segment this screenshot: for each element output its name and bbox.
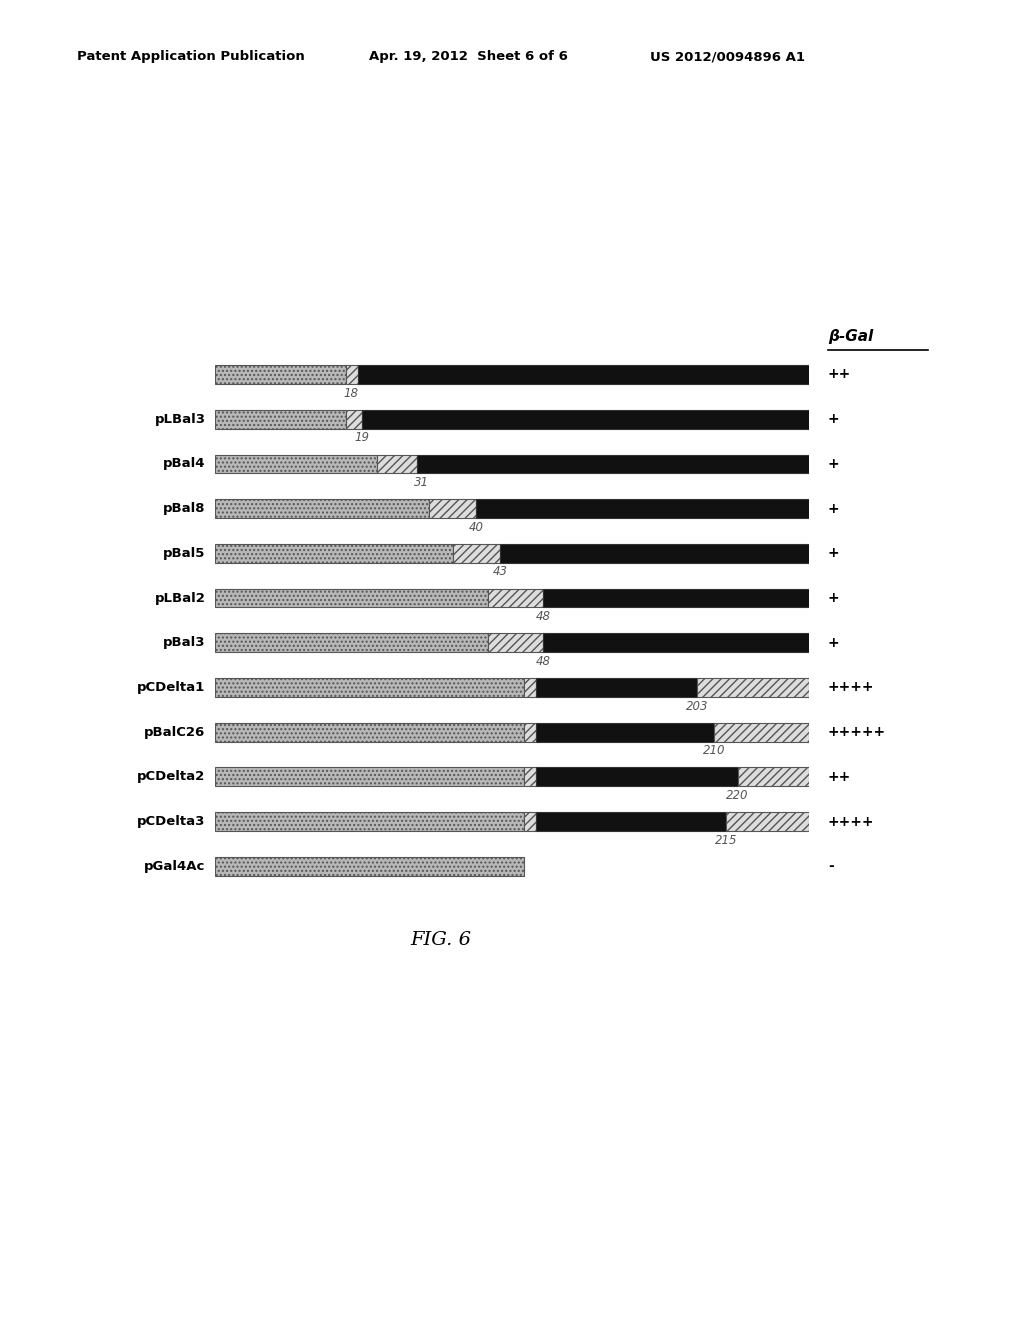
Bar bbox=[377, 454, 417, 474]
Bar bbox=[453, 544, 500, 562]
Bar bbox=[524, 678, 536, 697]
Bar bbox=[215, 767, 524, 787]
Bar bbox=[215, 723, 524, 742]
Text: 220: 220 bbox=[726, 789, 749, 803]
Bar bbox=[500, 544, 809, 562]
Bar bbox=[536, 767, 737, 787]
Text: 31: 31 bbox=[415, 477, 429, 488]
Bar bbox=[215, 589, 488, 607]
Text: pGal4Ac: pGal4Ac bbox=[144, 859, 206, 873]
Text: pBal4: pBal4 bbox=[163, 458, 206, 470]
Text: +: + bbox=[828, 412, 840, 426]
Text: ++++: ++++ bbox=[828, 681, 874, 694]
Bar bbox=[362, 409, 809, 429]
Bar bbox=[346, 366, 357, 384]
Text: β-Gal: β-Gal bbox=[828, 329, 873, 345]
Text: +++++: +++++ bbox=[828, 725, 886, 739]
Text: ++: ++ bbox=[828, 770, 851, 784]
Bar bbox=[543, 634, 809, 652]
Text: +: + bbox=[828, 502, 840, 516]
Bar bbox=[536, 678, 697, 697]
Text: Patent Application Publication: Patent Application Publication bbox=[77, 50, 304, 63]
Text: pBal3: pBal3 bbox=[163, 636, 206, 649]
Text: +: + bbox=[828, 546, 840, 560]
Bar bbox=[536, 812, 726, 832]
Text: 19: 19 bbox=[355, 432, 370, 445]
Bar bbox=[714, 723, 809, 742]
Bar bbox=[726, 812, 809, 832]
Text: +: + bbox=[828, 591, 840, 605]
Bar bbox=[488, 589, 543, 607]
Bar bbox=[215, 499, 429, 517]
Bar bbox=[524, 723, 536, 742]
Text: ++: ++ bbox=[828, 367, 851, 381]
Bar bbox=[524, 767, 536, 787]
Text: 40: 40 bbox=[469, 520, 484, 533]
Bar bbox=[215, 454, 377, 474]
Bar bbox=[215, 678, 524, 697]
Text: +: + bbox=[828, 636, 840, 649]
Bar bbox=[543, 589, 809, 607]
Text: 43: 43 bbox=[493, 565, 508, 578]
Bar bbox=[488, 634, 543, 652]
Text: ++++: ++++ bbox=[828, 814, 874, 829]
Bar bbox=[215, 366, 346, 384]
Text: pCDelta2: pCDelta2 bbox=[137, 771, 206, 783]
Text: pCDelta3: pCDelta3 bbox=[137, 814, 206, 828]
Text: -: - bbox=[828, 859, 834, 874]
Bar bbox=[417, 454, 809, 474]
Bar bbox=[524, 812, 536, 832]
Text: 215: 215 bbox=[715, 834, 737, 846]
Bar bbox=[215, 409, 346, 429]
Bar bbox=[215, 812, 524, 832]
Text: pLBal3: pLBal3 bbox=[155, 413, 206, 426]
Text: 18: 18 bbox=[343, 387, 358, 400]
Text: pLBal2: pLBal2 bbox=[155, 591, 206, 605]
Text: Apr. 19, 2012  Sheet 6 of 6: Apr. 19, 2012 Sheet 6 of 6 bbox=[369, 50, 567, 63]
Text: pCDelta1: pCDelta1 bbox=[137, 681, 206, 694]
Bar bbox=[357, 366, 809, 384]
Text: US 2012/0094896 A1: US 2012/0094896 A1 bbox=[650, 50, 805, 63]
Bar bbox=[215, 857, 524, 875]
Bar bbox=[476, 499, 809, 517]
Text: pBal5: pBal5 bbox=[163, 546, 206, 560]
Text: pBal8: pBal8 bbox=[163, 502, 206, 515]
Text: 48: 48 bbox=[536, 655, 550, 668]
Bar bbox=[346, 409, 362, 429]
Text: pBalC26: pBalC26 bbox=[144, 726, 206, 739]
Bar bbox=[215, 544, 453, 562]
Text: 48: 48 bbox=[536, 610, 550, 623]
Bar bbox=[697, 678, 809, 697]
Bar bbox=[737, 767, 809, 787]
Bar bbox=[429, 499, 476, 517]
Bar bbox=[536, 723, 714, 742]
Text: 210: 210 bbox=[702, 744, 725, 758]
Text: FIG. 6: FIG. 6 bbox=[410, 931, 471, 949]
Bar bbox=[215, 634, 488, 652]
Text: +: + bbox=[828, 457, 840, 471]
Text: 203: 203 bbox=[686, 700, 709, 713]
